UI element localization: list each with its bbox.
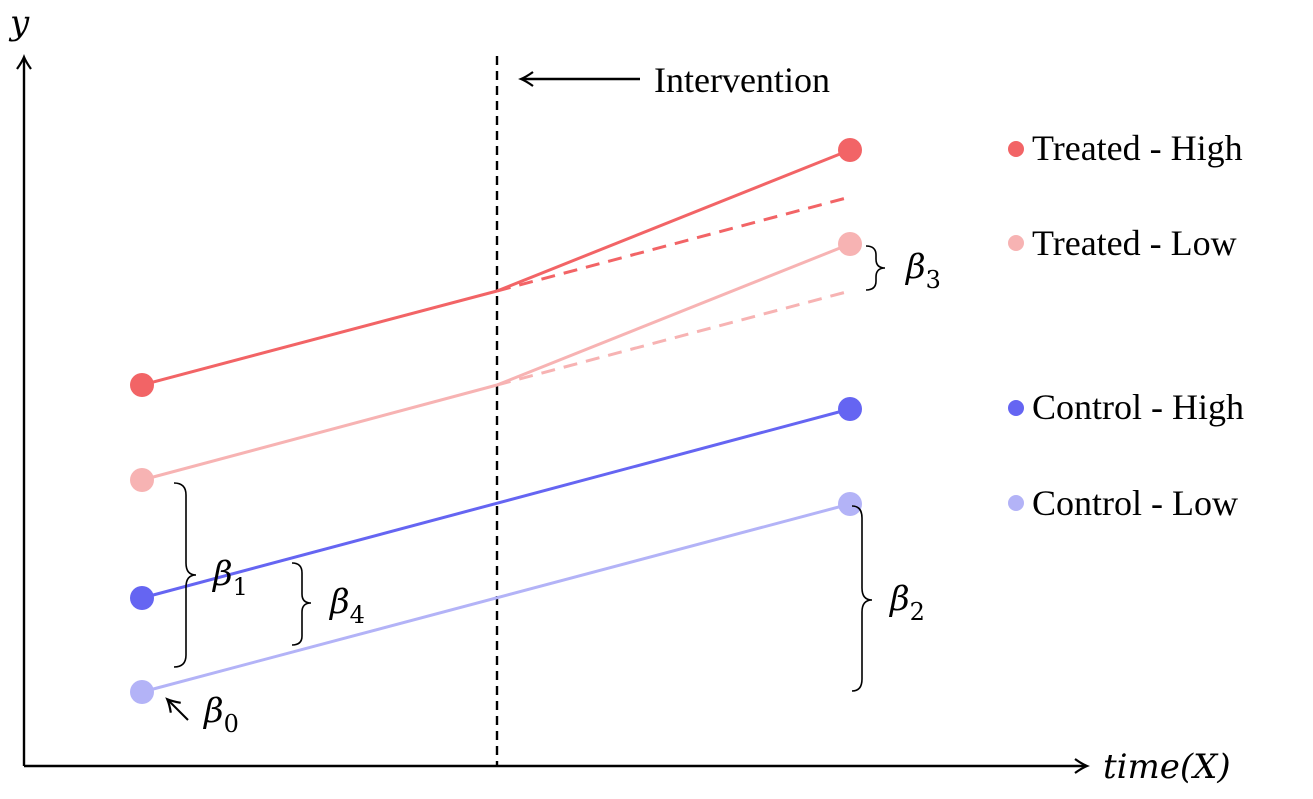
series-treated-high — [141, 148, 851, 387]
legend-swatch-control-low — [1008, 495, 1024, 511]
beta0-arrow — [165, 697, 189, 721]
beta3-label: β3 — [904, 247, 941, 294]
legend: Treated - High Treated - Low Control - H… — [1008, 128, 1244, 523]
legend-label-control-low: Control - Low — [1032, 483, 1238, 523]
legend-item-control-low: Control - Low — [1008, 483, 1238, 523]
treated-low-pre-line — [141, 383, 498, 482]
beta4-label: β4 — [328, 582, 365, 629]
treated-high-counterfactual-line — [496, 195, 851, 293]
y-axis-label: y — [8, 3, 30, 43]
legend-label-treated-high: Treated - High — [1032, 128, 1243, 168]
beta2-annotation: β2 — [851, 505, 925, 692]
beta3-annotation: β3 — [865, 245, 941, 294]
control-high-start-point — [130, 586, 154, 610]
beta1-label: β1 — [211, 554, 248, 601]
legend-label-control-high: Control - High — [1032, 387, 1244, 427]
legend-item-treated-high: Treated - High — [1008, 128, 1243, 168]
treated-low-end-point — [838, 232, 862, 256]
control-low-start-point — [130, 680, 154, 704]
treated-low-start-point — [130, 468, 154, 492]
legend-label-treated-low: Treated - Low — [1032, 223, 1237, 263]
control-low-line — [141, 502, 851, 694]
treated-high-end-point — [838, 138, 862, 162]
series-treated-low — [141, 242, 851, 482]
beta2-brace — [851, 505, 873, 692]
beta3-brace — [865, 245, 886, 291]
series-control-low — [141, 502, 851, 694]
beta0-annotation: β0 — [165, 691, 239, 738]
beta2-label: β2 — [888, 579, 925, 626]
treated-low-counterfactual-line — [496, 289, 851, 387]
beta0-label: β0 — [202, 691, 239, 738]
control-high-line — [141, 407, 851, 600]
treated-low-post-line — [496, 242, 851, 387]
x-axis-label: time(X) — [1103, 747, 1231, 787]
intervention-label: Intervention — [654, 60, 830, 100]
beta4-annotation: β4 — [291, 562, 365, 646]
treated-high-pre-line — [141, 289, 498, 387]
legend-swatch-treated-high — [1008, 141, 1024, 157]
legend-swatch-control-high — [1008, 400, 1024, 416]
control-low-end-point — [838, 492, 862, 516]
treated-high-start-point — [130, 373, 154, 397]
beta4-brace — [291, 562, 312, 646]
control-high-end-point — [838, 397, 862, 421]
beta1-brace — [173, 482, 197, 668]
legend-item-treated-low: Treated - Low — [1008, 223, 1237, 263]
treated-high-post-line — [496, 148, 851, 293]
series-control-high — [141, 407, 851, 600]
legend-swatch-treated-low — [1008, 235, 1024, 251]
beta1-annotation: β1 — [173, 482, 248, 668]
legend-item-control-high: Control - High — [1008, 387, 1244, 427]
